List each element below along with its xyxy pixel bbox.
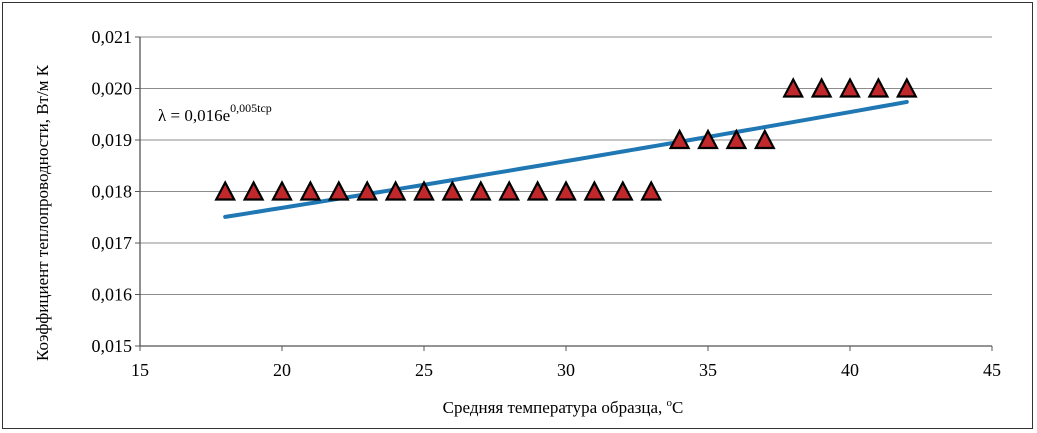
equation-exponent: 0,005tср	[230, 101, 272, 115]
data-point	[810, 77, 833, 98]
x-tick-label: 35	[699, 360, 717, 380]
data-point	[782, 77, 805, 98]
data-point	[469, 180, 492, 201]
data-point	[384, 180, 407, 201]
data-point	[327, 180, 350, 201]
data-point	[299, 180, 322, 201]
data-point	[356, 180, 379, 201]
data-point	[611, 180, 634, 201]
data-point	[697, 128, 719, 150]
data-point	[242, 180, 265, 201]
data-point	[555, 180, 577, 201]
points-layer	[214, 77, 918, 201]
data-point	[583, 180, 606, 201]
y-tick-label: 0,017	[92, 233, 133, 253]
x-tick-label: 25	[415, 360, 433, 380]
data-point	[668, 128, 691, 150]
x-tick-label: 15	[131, 360, 149, 380]
x-tick-label: 45	[983, 360, 1001, 380]
y-tick-label: 0,018	[92, 182, 133, 202]
x-axis-unit: С	[672, 398, 683, 417]
trendline-equation: λ = 0,016e0,005tср	[158, 101, 272, 125]
data-point	[725, 128, 748, 150]
x-axis-degree: о	[667, 397, 673, 409]
data-point	[413, 180, 435, 201]
equation-prefix: λ = 0,016e	[158, 106, 230, 125]
data-point	[895, 77, 918, 98]
data-point	[753, 128, 776, 150]
data-point	[214, 180, 237, 201]
y-tick-label: 0,019	[92, 130, 133, 150]
data-point	[441, 180, 464, 201]
x-tick-label: 40	[841, 360, 859, 380]
y-tick-label: 0,016	[92, 285, 133, 305]
x-tick-label: 20	[273, 360, 291, 380]
data-point	[271, 180, 293, 201]
data-point	[640, 180, 663, 201]
axis-layer: 0,015 0,016 0,017 0,018 0,019 0,020 0,021 15 20 2…	[92, 27, 1002, 380]
y-tick-label: 0,015	[92, 336, 133, 356]
data-point	[498, 180, 521, 201]
x-axis-title: Средняя температура образца, оС	[443, 397, 684, 417]
x-tick-label: 30	[557, 360, 575, 380]
x-axis-title-text: Средняя температура образца,	[443, 398, 667, 417]
data-point	[526, 180, 549, 201]
y-tick-label: 0,021	[92, 27, 133, 47]
data-point	[839, 77, 861, 98]
y-axis-title: Коэффициент теплопроводности, Вт/м К	[33, 64, 52, 361]
data-point	[867, 77, 890, 98]
y-tick-label: 0,020	[92, 79, 133, 99]
